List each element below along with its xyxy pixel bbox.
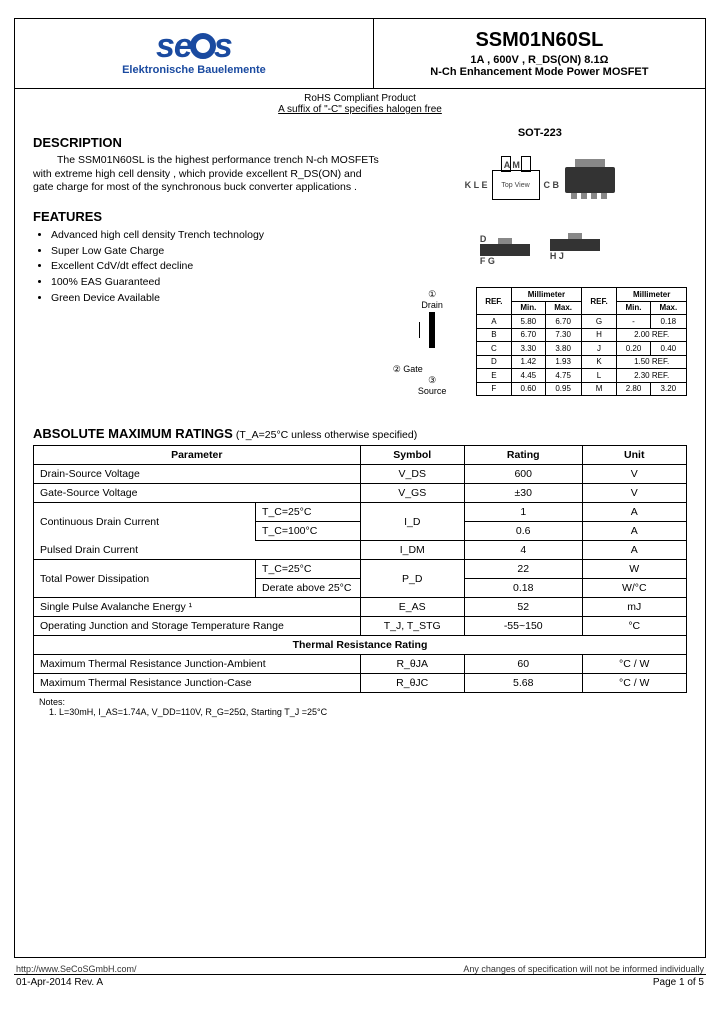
- pin-source-num: ③: [393, 375, 472, 386]
- schematic-symbol: ① Drain ② Gate ③ Source: [393, 289, 472, 396]
- dim-hdr-ref: REF.: [476, 288, 512, 315]
- body-area: DESCRIPTION The SSM01N60SL is the highes…: [15, 121, 705, 396]
- feature-item: Advanced high cell density Trench techno…: [51, 228, 383, 244]
- col-parameter: Parameter: [34, 446, 361, 465]
- rohs-line2: A suffix of "-C" specifies halogen free: [15, 104, 705, 115]
- package-3d-icon: [565, 167, 615, 193]
- ratings-condition: (T_A=25°C unless otherwise specified): [236, 429, 417, 441]
- thermal-header-row: Thermal Resistance Rating: [34, 636, 687, 655]
- rating-row: Total Power Dissipation T_C=25°C P_D 22 …: [34, 560, 687, 579]
- header: ses Elektronische Bauelemente SSM01N60SL…: [15, 19, 705, 89]
- dim-hdr-ref2: REF.: [581, 288, 617, 315]
- feature-item: 100% EAS Guaranteed: [51, 275, 383, 291]
- dim-letters-left: K L E: [465, 180, 488, 190]
- dim-hdr-mm: Millimeter: [512, 288, 582, 302]
- rating-row: Operating Junction and Storage Temperatu…: [34, 617, 687, 636]
- rating-row: Maximum Thermal Resistance Junction-Case…: [34, 674, 687, 693]
- rating-row: Gate-Source Voltage V_GS ±30 V: [34, 484, 687, 503]
- logo-subtitle: Elektronische Bauelemente: [122, 64, 266, 76]
- notes-block: Notes: 1. L=30mH, I_AS=1.74A, V_DD=110V,…: [39, 697, 687, 717]
- footer-page: Page 1 of 5: [653, 977, 704, 988]
- footer-bottom: 01-Apr-2014 Rev. A Page 1 of 5: [0, 975, 720, 998]
- dim-row: C3.303.80J0.200.40: [476, 342, 686, 356]
- description-text: The SSM01N60SL is the highest performanc…: [33, 154, 383, 195]
- ratings-title: ABSOLUTE MAXIMUM RATINGS: [33, 426, 233, 441]
- rating-row: Single Pulse Avalanche Energy ¹ E_AS 52 …: [34, 598, 687, 617]
- rating-row: Pulsed Drain Current I_DM 4 A: [34, 541, 687, 560]
- dim-fg: F G: [480, 256, 530, 266]
- pin-drain-num: ①: [393, 289, 472, 300]
- features-heading: FEATURES: [33, 209, 383, 224]
- logo-cell: ses Elektronische Bauelemente: [15, 19, 374, 88]
- ratings-section: ABSOLUTE MAXIMUM RATINGS (T_A=25°C unles…: [15, 396, 705, 717]
- left-column: DESCRIPTION The SSM01N60SL is the highes…: [33, 127, 393, 396]
- package-label: SOT-223: [393, 127, 687, 139]
- dim-letters-right: C B: [544, 180, 560, 190]
- dim-row: A5.806.70G-0.18: [476, 315, 686, 329]
- dim-hdr-min2: Min.: [617, 301, 650, 315]
- footer-url: http://www.SeCoSGmbH.com/: [16, 964, 137, 974]
- datasheet-page: ses Elektronische Bauelemente SSM01N60SL…: [14, 18, 706, 958]
- dim-hdr-max2: Max.: [650, 301, 686, 315]
- dim-hdr-max: Max.: [545, 301, 581, 315]
- notes-text: 1. L=30mH, I_AS=1.74A, V_DD=110V, R_G=25…: [39, 707, 687, 717]
- dim-row: D1.421.93K1.50 REF.: [476, 355, 686, 369]
- pin-source-label: Source: [393, 386, 472, 396]
- dim-row: B6.707.30H2.00 REF.: [476, 328, 686, 342]
- company-logo: ses: [122, 31, 266, 62]
- rating-row: Drain-Source Voltage V_DS 600 V: [34, 465, 687, 484]
- footer-top: http://www.SeCoSGmbH.com/ Any changes of…: [0, 962, 720, 974]
- description-heading: DESCRIPTION: [33, 135, 383, 150]
- rohs-block: RoHS Compliant Product A suffix of "-C" …: [15, 89, 705, 121]
- package-side-icon: [480, 244, 530, 256]
- pin-drain-label: Drain: [393, 300, 472, 310]
- dim-hdr-min: Min.: [512, 301, 545, 315]
- feature-item: Excellent CdV/dt effect decline: [51, 259, 383, 275]
- dimension-table: REF. Millimeter REF. Millimeter Min. Max…: [476, 287, 687, 396]
- rating-row: Maximum Thermal Resistance Junction-Ambi…: [34, 655, 687, 674]
- notes-label: Notes:: [39, 697, 687, 707]
- ratings-table: Parameter Symbol Rating Unit Drain-Sourc…: [33, 445, 687, 693]
- spec-line: 1A , 600V , R_DS(ON) 8.1Ω: [380, 54, 699, 66]
- rating-row: Continuous Drain Current T_C=25°C I_D 1 …: [34, 503, 687, 522]
- logo-o-icon: [190, 33, 216, 59]
- col-rating: Rating: [464, 446, 582, 465]
- dim-hj: H J: [550, 251, 600, 261]
- rohs-line1: RoHS Compliant Product: [15, 93, 705, 104]
- footer-disclaimer: Any changes of specification will not be…: [463, 964, 704, 974]
- pin-gate-label: Gate: [403, 364, 423, 374]
- col-unit: Unit: [582, 446, 687, 465]
- package-drawing: A M K L E Top View C B D F G: [393, 143, 687, 283]
- features-list: Advanced high cell density Trench techno…: [51, 228, 383, 307]
- feature-item: Green Device Available: [51, 291, 383, 307]
- package-top-view-icon: Top View: [492, 170, 540, 200]
- col-symbol: Symbol: [360, 446, 464, 465]
- dim-row: F0.600.95M2.803.20: [476, 382, 686, 396]
- part-number: SSM01N60SL: [380, 29, 699, 52]
- right-column: SOT-223 A M K L E Top View C B: [393, 127, 687, 396]
- package-end-icon: [550, 239, 600, 251]
- pin-gate-num: ②: [393, 364, 401, 374]
- title-cell: SSM01N60SL 1A , 600V , R_DS(ON) 8.1Ω N-C…: [374, 19, 705, 88]
- footer-date-rev: 01-Apr-2014 Rev. A: [16, 977, 103, 988]
- type-line: N-Ch Enhancement Mode Power MOSFET: [380, 66, 699, 78]
- dim-row: E4.454.75L2.30 REF.: [476, 369, 686, 383]
- dim-hdr-mm2: Millimeter: [617, 288, 687, 302]
- feature-item: Super Low Gate Charge: [51, 244, 383, 260]
- mosfet-symbol-icon: [429, 312, 435, 348]
